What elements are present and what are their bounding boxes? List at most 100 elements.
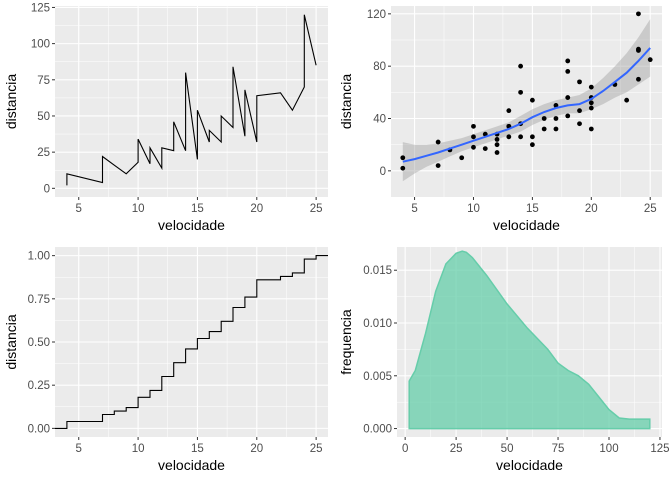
x-axis-title: velocidade bbox=[158, 457, 225, 473]
y-tick-label: 40 bbox=[373, 114, 386, 126]
scatter-point bbox=[565, 69, 571, 74]
scatter-point bbox=[435, 139, 441, 145]
x-tick-label: 20 bbox=[585, 203, 598, 215]
scatter-point bbox=[506, 134, 512, 140]
scatter-point bbox=[636, 46, 641, 52]
x-tick-label: 25 bbox=[644, 203, 657, 215]
scatter-point bbox=[588, 126, 594, 132]
scatter-point bbox=[482, 146, 488, 151]
y-tick-label: 0 bbox=[380, 166, 386, 178]
y-tick-label: 125 bbox=[31, 2, 50, 14]
y-tick-label: 120 bbox=[367, 9, 386, 21]
y-axis-title: frequencia bbox=[338, 309, 354, 375]
x-tick-label: 10 bbox=[132, 443, 145, 455]
scatter-point bbox=[588, 84, 594, 90]
x-tick-label: 10 bbox=[467, 203, 480, 215]
x-tick-label: 75 bbox=[552, 443, 565, 455]
scatter-point bbox=[577, 79, 582, 85]
scatter-point bbox=[624, 97, 630, 103]
scatter-point bbox=[518, 63, 524, 69]
scatter-point bbox=[529, 142, 535, 148]
scatter-point bbox=[636, 11, 641, 17]
y-tick-label: 0.00 bbox=[28, 423, 50, 435]
x-tick-label: 5 bbox=[76, 443, 82, 455]
y-tick-label: 0.50 bbox=[28, 337, 50, 349]
scatter-point bbox=[494, 137, 500, 142]
x-axis-title: velocidade bbox=[496, 457, 563, 473]
x-tick-label: 5 bbox=[76, 203, 82, 215]
ecdf-step-line bbox=[55, 255, 328, 429]
x-tick-label: 5 bbox=[411, 203, 417, 215]
scatter-point bbox=[471, 144, 476, 150]
y-tick-label: 1.00 bbox=[28, 251, 50, 263]
scatter-point bbox=[636, 76, 641, 82]
y-tick-label: 0.25 bbox=[28, 380, 50, 392]
scatter-point bbox=[553, 116, 559, 121]
y-tick-label: 75 bbox=[37, 75, 50, 87]
x-tick-label: 15 bbox=[191, 443, 204, 455]
scatter-point bbox=[588, 100, 594, 106]
x-axis-title: velocidade bbox=[158, 217, 225, 233]
scatter-point bbox=[471, 134, 476, 140]
scatter-point bbox=[494, 142, 500, 148]
x-tick-label: 25 bbox=[310, 203, 323, 215]
scatter-point bbox=[553, 126, 559, 132]
scatter-point bbox=[565, 95, 571, 100]
y-tick-label: 0.015 bbox=[363, 265, 392, 277]
scatter-point bbox=[647, 57, 653, 63]
chart-top-left-line: 5 10 15 20 25 0 25 50 75 100 125 velocidade distanci… bbox=[3, 2, 328, 233]
y-tick-label: 0.000 bbox=[363, 424, 392, 436]
scatter-point bbox=[459, 155, 465, 161]
y-tick-label: 80 bbox=[373, 61, 386, 73]
scatter-point bbox=[541, 126, 547, 132]
smooth-line bbox=[402, 47, 651, 163]
y-tick-label: 25 bbox=[37, 147, 50, 159]
series-line bbox=[66, 14, 317, 186]
confidence-band bbox=[402, 19, 651, 182]
scatter-point bbox=[518, 89, 524, 95]
density-area bbox=[408, 250, 651, 430]
scatter-point bbox=[529, 97, 535, 103]
y-tick-label: 50 bbox=[37, 111, 50, 123]
scatter-point bbox=[400, 165, 406, 171]
scatter-point bbox=[435, 163, 441, 169]
y-tick-label: 0 bbox=[44, 183, 50, 195]
x-tick-label: 15 bbox=[191, 203, 204, 215]
scatter-point bbox=[553, 103, 559, 108]
scatter-point bbox=[518, 134, 524, 140]
x-tick-label: 15 bbox=[526, 203, 539, 215]
panel-background bbox=[55, 6, 328, 197]
scatter-point bbox=[541, 116, 547, 121]
y-axis-title: distancia bbox=[3, 74, 19, 129]
panel-background bbox=[391, 6, 662, 197]
scatter-point bbox=[529, 134, 535, 140]
x-tick-label: 0 bbox=[402, 443, 408, 455]
x-tick-label: 25 bbox=[310, 443, 323, 455]
x-axis-title: velocidade bbox=[493, 217, 560, 233]
scatter-point bbox=[494, 150, 500, 155]
y-tick-label: 0.005 bbox=[363, 371, 392, 383]
scatter-point bbox=[565, 113, 571, 119]
x-tick-label: 25 bbox=[450, 443, 463, 455]
y-tick-label: 0.75 bbox=[28, 294, 50, 306]
x-tick-label: 20 bbox=[250, 203, 263, 215]
scatter-point bbox=[577, 121, 582, 127]
y-axis-title: distancia bbox=[3, 314, 19, 369]
chart-bottom-left-ecdf: 5 10 15 20 25 0.00 0.25 0.50 0.75 1.00 velocidade d… bbox=[3, 247, 328, 473]
y-axis-title: distancia bbox=[338, 74, 354, 129]
x-tick-label: 125 bbox=[650, 443, 669, 455]
x-tick-label: 100 bbox=[599, 443, 618, 455]
x-tick-label: 20 bbox=[250, 443, 263, 455]
x-tick-label: 50 bbox=[501, 443, 514, 455]
scatter-point bbox=[400, 155, 406, 161]
chart-bottom-right-density: 0 25 50 75 100 125 0.000 0.005 0.010 0.015 velocid… bbox=[338, 247, 670, 473]
scatter-point bbox=[588, 105, 594, 111]
scatter-point bbox=[471, 123, 476, 129]
chart-top-right-scatter-smooth: 5 10 15 20 25 0 40 80 120 velocidade distancia bbox=[338, 6, 662, 233]
scatter-point bbox=[565, 58, 571, 64]
y-tick-label: 0.010 bbox=[363, 318, 392, 330]
x-tick-label: 10 bbox=[132, 203, 145, 215]
y-tick-label: 100 bbox=[31, 39, 50, 51]
scatter-point bbox=[577, 108, 582, 114]
